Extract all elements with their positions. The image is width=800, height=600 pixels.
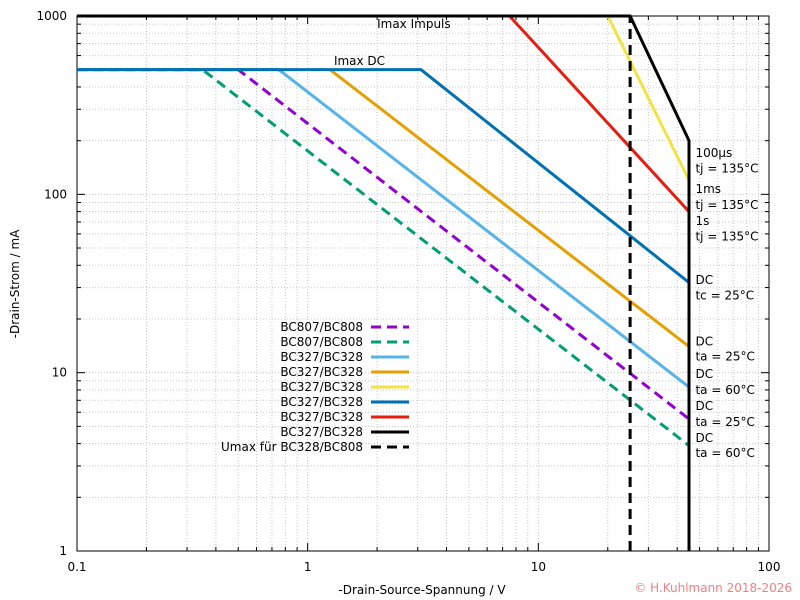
x-tick-label: 1	[304, 560, 312, 574]
annotation-2: Imax DC	[334, 54, 385, 68]
legend-label: BC327/BC328	[280, 395, 363, 409]
x-tick-label: 0.1	[67, 560, 86, 574]
legend-label: BC327/BC328	[280, 380, 363, 394]
annotation-13: DC	[695, 367, 713, 381]
annotation-5: 1ms	[695, 182, 721, 196]
legend-label: BC327/BC328	[280, 365, 363, 379]
legend: BC807/BC808BC807/BC808BC327/BC328BC327/B…	[221, 320, 409, 454]
series-lines	[77, 14, 691, 551]
y-tick-label: 10	[52, 366, 67, 380]
annotation-14: ta = 60°C	[695, 383, 754, 397]
annotation-10: tc = 25°C	[695, 289, 754, 303]
annotation-1: Imax Impuls	[377, 17, 451, 31]
annotation-4: tj = 135°C	[695, 161, 758, 175]
y-tick-label: 1000	[36, 9, 67, 23]
x-tick-label: 10	[531, 560, 546, 574]
annotation-17: DC	[695, 431, 713, 445]
legend-label: BC807/BC808	[280, 335, 363, 349]
x-axis-title: -Drain-Source-Spannung / V	[338, 583, 506, 597]
annotation-11: DC	[695, 334, 713, 348]
legend-label: Umax für BC328/BC808	[221, 440, 363, 454]
y-tick-label: 100	[44, 187, 67, 201]
legend-label: BC807/BC808	[280, 320, 363, 334]
annotation-6: tj = 135°C	[695, 198, 758, 212]
annotation-12: ta = 25°C	[695, 350, 754, 364]
annotation-8: tj = 135°C	[695, 230, 758, 244]
annotation-16: ta = 25°C	[695, 415, 754, 429]
x-tick-label: 100	[758, 560, 781, 574]
legend-label: BC327/BC328	[280, 410, 363, 424]
copyright-text: © H.Kuhlmann 2018-2026	[634, 581, 792, 595]
series-line-4	[329, 68, 690, 348]
series-line-8	[77, 14, 691, 551]
annotation-7: 1s	[695, 214, 709, 228]
annotation-3: 100µs	[695, 146, 732, 160]
series-line-6	[77, 68, 690, 284]
series-line-5	[606, 15, 691, 181]
annotation-15: DC	[695, 399, 713, 413]
series-line-7	[508, 14, 691, 213]
annotation-18: ta = 60°C	[695, 446, 754, 460]
annotation-9: DC	[695, 273, 713, 287]
legend-label: BC327/BC328	[280, 350, 363, 364]
y-axis-title: -Drain-Strom / mA	[8, 229, 22, 339]
y-tick-label: 1	[59, 544, 67, 558]
legend-label: BC327/BC328	[280, 425, 363, 439]
